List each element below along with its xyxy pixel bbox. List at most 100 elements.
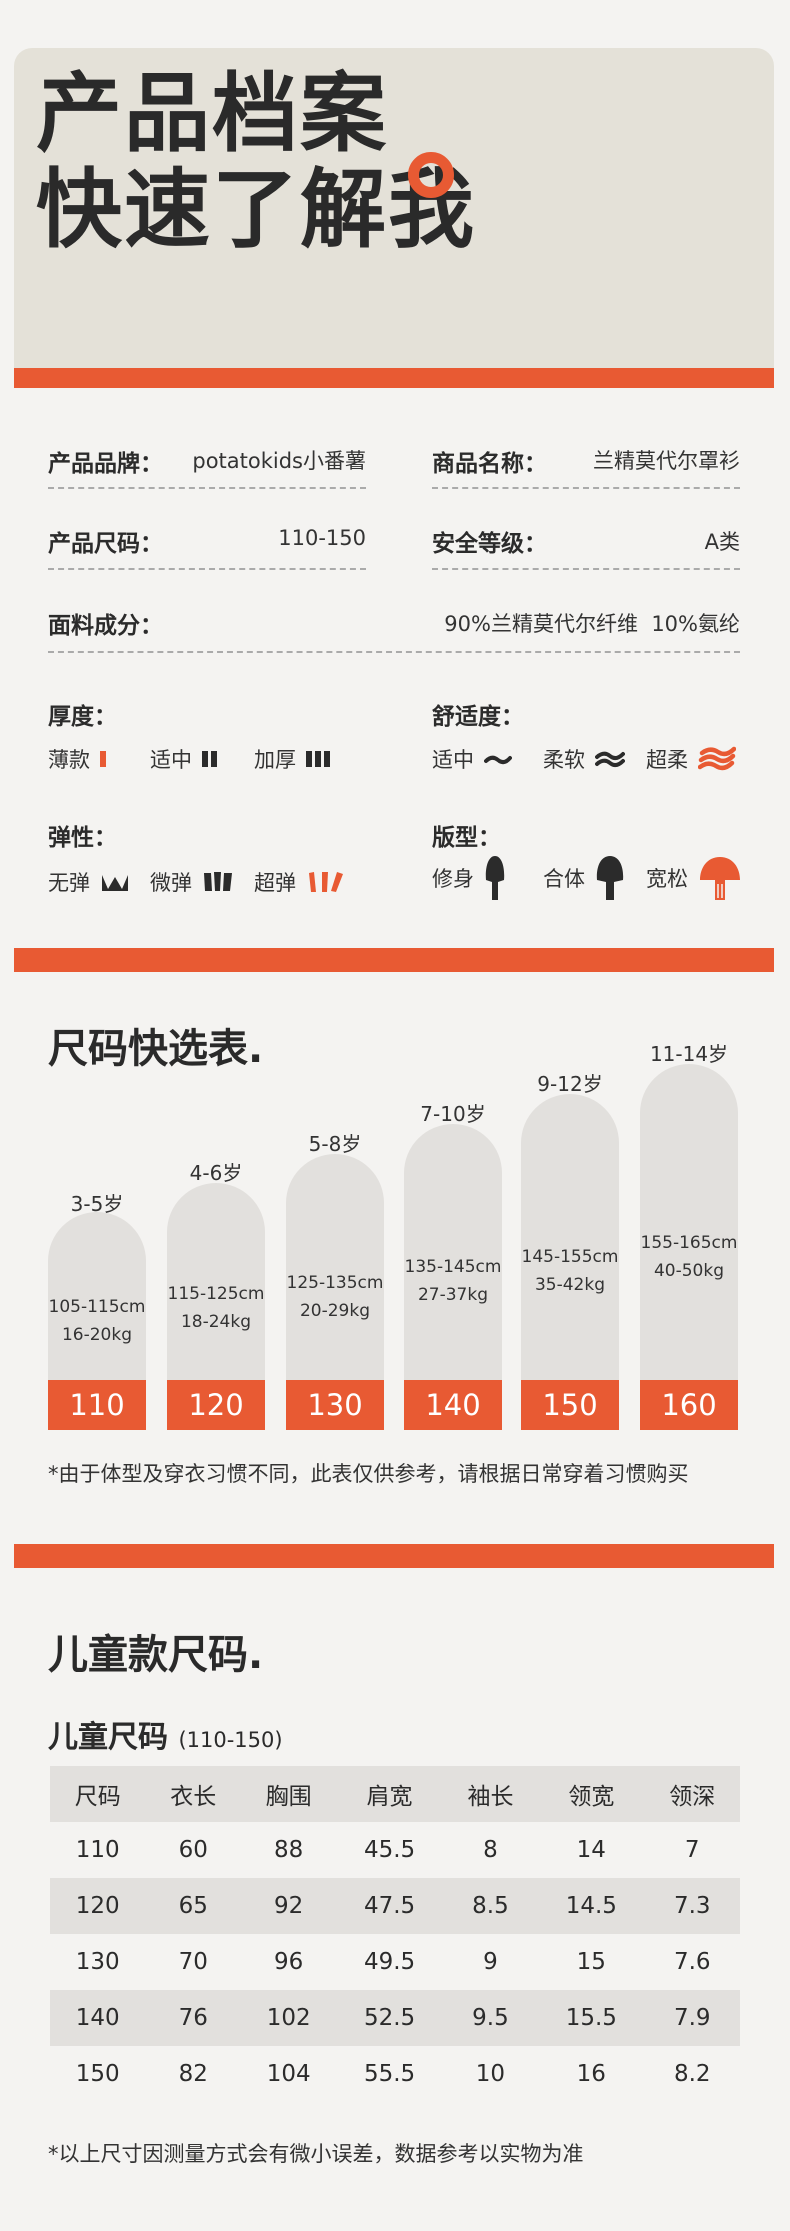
divider-bar bbox=[14, 1544, 774, 1568]
table-cell: 140 bbox=[75, 2005, 120, 2031]
column-height: 105-115cm bbox=[48, 1297, 146, 1317]
thickness-title: 厚度： bbox=[48, 704, 117, 730]
table-cell: 9 bbox=[483, 1949, 498, 1975]
dashed-divider bbox=[48, 487, 366, 489]
column-height: 135-145cm bbox=[404, 1257, 502, 1277]
header-chest: 胸围 bbox=[265, 1784, 312, 1810]
fit-option-regular: 合体 bbox=[543, 854, 625, 902]
dashed-divider bbox=[432, 487, 740, 489]
name-label: 商品名称： bbox=[432, 451, 547, 477]
brand-label: 产品品牌： bbox=[48, 451, 163, 477]
thick-bars-icon bbox=[306, 751, 330, 767]
wave-icon bbox=[484, 755, 512, 765]
fit-option-slim: 修身 bbox=[432, 854, 506, 902]
header-sleeve: 袖长 bbox=[467, 1784, 514, 1810]
hero-title-line1: 产品档案 bbox=[36, 64, 388, 164]
table-row: 150 82 104 55.5 10 16 8.2 bbox=[50, 2046, 740, 2102]
table-cell: 7.9 bbox=[673, 2005, 711, 2031]
table-cell: 82 bbox=[178, 2061, 208, 2087]
table-cell: 110 bbox=[75, 1837, 120, 1863]
table-cell: 7 bbox=[684, 1837, 700, 1863]
table-cell: 9.5 bbox=[472, 2005, 509, 2031]
column-size: 120 bbox=[167, 1380, 265, 1430]
header-neck-depth: 领深 bbox=[669, 1784, 716, 1810]
medium-bars-icon bbox=[202, 751, 217, 767]
table-cell: 130 bbox=[75, 1949, 120, 1975]
elasticity-option-slight: 微弹 bbox=[150, 867, 234, 897]
column-shape bbox=[640, 1064, 738, 1380]
table-cell: 7.6 bbox=[673, 1949, 711, 1975]
table-cell: 47.5 bbox=[363, 1893, 416, 1919]
kids-section-title: 儿童款尺码. bbox=[48, 1632, 264, 1678]
column-height: 125-135cm bbox=[286, 1273, 384, 1293]
column-size: 160 bbox=[640, 1380, 738, 1430]
hero-title: 产品档案 快速了解我 bbox=[36, 66, 476, 258]
thickness-option-thin: 薄款 bbox=[48, 744, 106, 774]
table-cell: 7.3 bbox=[673, 1893, 711, 1919]
divider-bar bbox=[14, 948, 774, 972]
column-height: 155-165cm bbox=[640, 1233, 738, 1253]
column-shape bbox=[286, 1154, 384, 1380]
column-weight: 20-29kg bbox=[299, 1301, 371, 1321]
size-value: 110-150 bbox=[278, 526, 366, 550]
no-stretch-icon bbox=[102, 875, 128, 891]
column-age: 9-12岁 bbox=[537, 1072, 603, 1096]
column-weight: 40-50kg bbox=[653, 1261, 725, 1281]
column-shape bbox=[167, 1183, 265, 1380]
fabric-value: 90%兰精莫代尔纤维 10%氨纶 bbox=[444, 612, 740, 636]
column-age: 3-5岁 bbox=[70, 1192, 124, 1216]
elasticity-title: 弹性： bbox=[48, 825, 117, 851]
triple-wave-icon bbox=[698, 746, 736, 771]
table-cell: 92 bbox=[274, 1893, 304, 1919]
slim-fit-icon bbox=[485, 856, 505, 900]
super-stretch-icon bbox=[309, 872, 343, 892]
header-shoulder: 肩宽 bbox=[366, 1784, 413, 1810]
table-cell: 14.5 bbox=[565, 1893, 617, 1919]
table-row: 140 76 102 52.5 9.5 15.5 7.9 bbox=[50, 1990, 740, 2046]
column-shape bbox=[48, 1212, 146, 1380]
table-row: 130 70 96 49.5 9 15 7.6 bbox=[50, 1934, 740, 1990]
elasticity-option-super: 超弹 bbox=[254, 867, 346, 897]
elasticity-option-none: 无弹 bbox=[48, 867, 130, 897]
table-cell: 104 bbox=[266, 2061, 311, 2087]
table-cell: 88 bbox=[274, 1837, 304, 1863]
column-size: 110 bbox=[48, 1380, 146, 1430]
size-column: 7-10岁 135-145cm 27-37kg 140 bbox=[404, 1102, 502, 1430]
size-table: 尺码 衣长 胸围 肩宽 袖长 领宽 领深 110 60 88 45.5 8 14… bbox=[50, 1766, 740, 2102]
comfort-option-medium: 适中 bbox=[432, 744, 512, 774]
table-cell: 8 bbox=[483, 1837, 498, 1863]
column-age: 4-6岁 bbox=[189, 1161, 243, 1185]
column-weight: 35-42kg bbox=[534, 1275, 606, 1295]
size-column: 9-12岁 145-155cm 35-42kg 150 bbox=[521, 1072, 619, 1430]
table-cell: 96 bbox=[274, 1949, 304, 1975]
column-shape bbox=[404, 1124, 502, 1380]
table-cell: 70 bbox=[178, 1949, 208, 1975]
column-height: 115-125cm bbox=[167, 1284, 265, 1304]
table-cell: 49.5 bbox=[363, 1949, 416, 1975]
column-age: 7-10岁 bbox=[420, 1102, 486, 1126]
header-neck-width: 领宽 bbox=[568, 1784, 615, 1810]
dashed-divider bbox=[48, 568, 366, 570]
table-cell: 8.5 bbox=[472, 1893, 509, 1919]
table-header-row: 尺码 衣长 胸围 肩宽 袖长 领宽 领深 bbox=[50, 1766, 740, 1822]
regular-fit-icon bbox=[596, 856, 624, 900]
column-shape bbox=[521, 1094, 619, 1380]
size-column: 3-5岁 105-115cm 16-20kg 110 bbox=[48, 1192, 146, 1430]
table-cell: 10 bbox=[475, 2061, 506, 2087]
table-cell: 65 bbox=[178, 1893, 208, 1919]
comfort-option-soft: 柔软 bbox=[543, 744, 625, 774]
table-cell: 76 bbox=[178, 2005, 208, 2031]
column-age: 5-8岁 bbox=[308, 1132, 362, 1156]
table-row: 120 65 92 47.5 8.5 14.5 7.3 bbox=[50, 1878, 740, 1934]
loose-fit-icon bbox=[700, 857, 740, 900]
size-column: 4-6岁 115-125cm 18-24kg 120 bbox=[167, 1161, 265, 1430]
table-cell: 14 bbox=[576, 1837, 606, 1863]
column-age: 11-14岁 bbox=[649, 1042, 729, 1066]
column-weight: 16-20kg bbox=[61, 1325, 133, 1345]
dashed-divider bbox=[432, 568, 740, 570]
brand-value: potatokids小番薯 bbox=[192, 449, 366, 473]
table-cell: 45.5 bbox=[363, 1837, 416, 1863]
table-cell: 120 bbox=[75, 1893, 120, 1919]
kids-table-note: *以上尺寸因测量方式会有微小误差，数据参考以实物为准 bbox=[48, 2142, 584, 2166]
table-cell: 55.5 bbox=[363, 2061, 416, 2087]
